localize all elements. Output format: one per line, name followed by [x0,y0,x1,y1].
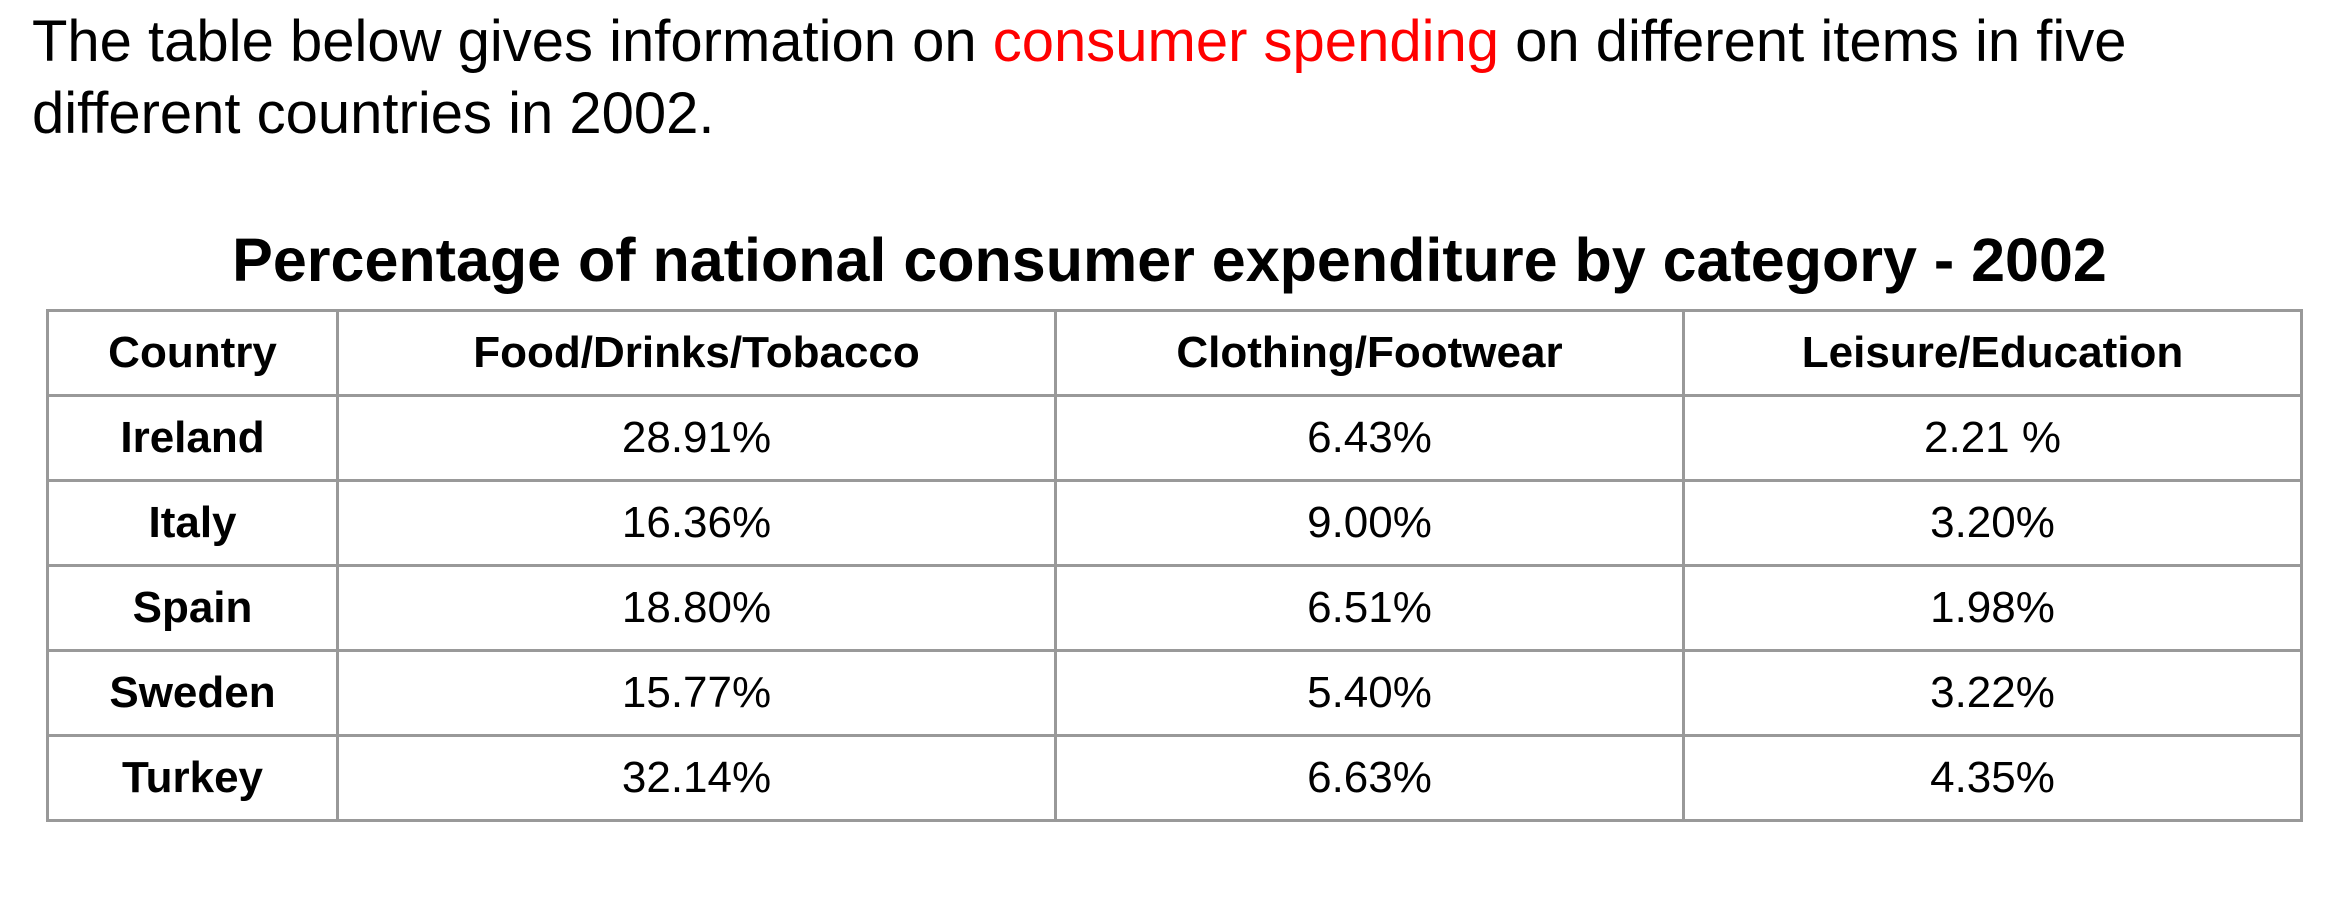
leisure-value-cell: 1.98% [1682,564,2303,652]
country-cell: Italy [46,479,339,567]
clothing-value-cell: 9.00% [1054,479,1685,567]
clothing-value-cell: 6.43% [1054,394,1685,482]
table-header-row: Country Food/Drinks/Tobacco Clothing/Foo… [46,309,2303,397]
clothing-value-cell: 5.40% [1054,649,1685,737]
country-cell: Ireland [46,394,339,482]
chart-title: Percentage of national consumer expendit… [232,226,2107,294]
column-header-food: Food/Drinks/Tobacco [336,309,1057,397]
column-header-clothing: Clothing/Footwear [1054,309,1685,397]
intro-text: The table below gives information on con… [32,6,2292,150]
clothing-value-cell: 6.63% [1054,734,1685,822]
leisure-value-cell: 4.35% [1682,734,2303,822]
column-header-country: Country [46,309,339,397]
intro-after: on different items in five different cou… [32,9,2127,146]
leisure-value-cell: 2.21 % [1682,394,2303,482]
leisure-value-cell: 3.20% [1682,479,2303,567]
country-cell: Sweden [46,649,339,737]
food-value-cell: 15.77% [336,649,1057,737]
food-value-cell: 32.14% [336,734,1057,822]
table-row: Italy 16.36% 9.00% 3.20% [46,479,2303,567]
intro-before: The table below gives information on [32,9,993,74]
expenditure-table-container: Country Food/Drinks/Tobacco Clothing/Foo… [46,309,2303,822]
table-row: Sweden 15.77% 5.40% 3.22% [46,649,2303,737]
expenditure-table: Country Food/Drinks/Tobacco Clothing/Foo… [46,309,2303,822]
intro-highlight: consumer spending [992,9,1499,74]
food-value-cell: 28.91% [336,394,1057,482]
table-row: Turkey 32.14% 6.63% 4.35% [46,734,2303,822]
column-header-leisure: Leisure/Education [1682,309,2303,397]
table-row: Spain 18.80% 6.51% 1.98% [46,564,2303,652]
food-value-cell: 18.80% [336,564,1057,652]
table-row: Ireland 28.91% 6.43% 2.21 % [46,394,2303,482]
country-cell: Spain [46,564,339,652]
leisure-value-cell: 3.22% [1682,649,2303,737]
clothing-value-cell: 6.51% [1054,564,1685,652]
country-cell: Turkey [46,734,339,822]
food-value-cell: 16.36% [336,479,1057,567]
